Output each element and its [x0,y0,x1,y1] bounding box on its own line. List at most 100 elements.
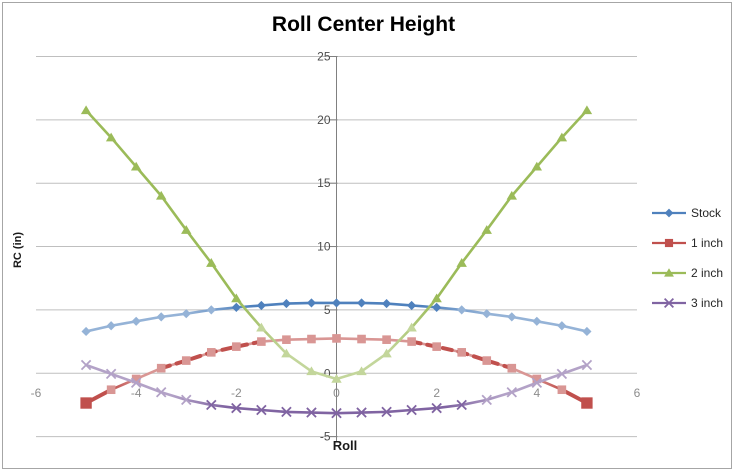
series-stock-marker [131,316,141,326]
legend: Stock 1 inch 2 inch 3 inch [652,206,723,326]
series-stock-marker [381,298,392,309]
x-tick-label: -4 [131,386,142,400]
series-2-inch-marker [206,258,217,267]
series-stock-marker [81,326,91,337]
series-1-inch-marker [282,335,291,344]
y-tick-label: 5 [324,303,331,317]
series-1-inch-marker [232,342,241,351]
series-stock-marker [306,298,317,308]
series-2-inch-marker [156,190,167,200]
series-2-inch-marker [456,258,467,267]
series-stock-marker [106,321,116,331]
series-3-inch-marker [206,399,217,411]
series-1-inch-marker [80,397,92,409]
series-1-inch-marker [482,356,492,365]
x-tick-label: -2 [231,386,242,400]
series-stock-marker [482,309,492,319]
series-2-inch-marker [281,348,292,358]
series-3-inch-marker [281,406,292,418]
x-tick-label: -6 [31,386,42,400]
legend-label-stock: Stock [691,206,722,220]
legend-item-2-inch: 2 inch [652,266,723,280]
legend-label-1-inch: 1 inch [691,236,724,250]
series-stock-marker [457,305,467,315]
series-2-inch-marker [356,366,367,376]
series-3-inch-marker [556,368,568,380]
series-2-inch-marker [531,161,543,171]
series-2-inch-marker [130,161,142,171]
series-1-inch-marker [557,385,567,395]
series-stock-marker [281,298,292,309]
series-3-inch-marker [331,407,342,419]
series-1-inch-marker [257,337,266,346]
series-3-inch-marker [431,402,442,414]
legend-marker-3-inch [663,297,675,309]
series-1-inch-marker [156,363,166,373]
series-1-inch-marker [432,342,441,351]
series-stock-marker [231,302,241,312]
series-1-inch-marker [457,348,467,357]
x-axis-title: Roll [332,438,358,453]
series-stock-marker [156,312,166,322]
series-1-inch-marker [407,337,416,346]
series-1-inch-marker [357,334,366,344]
legend-swatch-stock [652,208,686,218]
series-3-inch-marker [105,368,117,380]
series-1-inch-marker [206,348,216,357]
series-2-inch-marker [181,225,192,234]
chart-title: Roll Center Height [271,13,456,36]
legend-label-2-inch: 2 inch [691,266,724,280]
series-1-inch-marker [581,397,593,409]
y-tick-label: 25 [317,50,331,64]
series-1-inch-marker [332,334,341,343]
y-tick-label: -5 [320,430,331,444]
series-1-inch-marker [131,374,141,384]
series-1-inch-marker [307,334,316,344]
x-tick-label: 6 [634,386,641,400]
series-2-inch-marker [105,132,117,142]
series-stock-marker [206,305,216,315]
x-tick-label: 2 [433,386,440,400]
series-stock-marker [582,326,592,337]
series-stock-marker [181,309,191,319]
series-3-inch-marker [581,359,593,371]
legend-item-3-inch: 3 inch [652,296,723,310]
series-2-inch-marker [231,293,242,303]
series-1-inch-marker [106,385,116,395]
series-2-inch-marker [256,322,267,332]
series-2-inch-marker [406,322,417,332]
series-stock-marker [532,316,542,326]
series-3-inch-marker [506,387,518,398]
series-3-inch-marker [381,406,392,418]
series-2-inch-marker [331,373,342,383]
series-stock-marker [256,300,266,311]
legend-swatch-2-inch [652,268,686,277]
series-3-inch-marker [80,359,92,371]
series-stock-marker [407,300,417,311]
series-2-inch-marker [381,348,392,358]
series-stock-marker [557,321,567,331]
series-2-inch-marker [431,293,442,303]
legend-marker-1-inch [664,238,674,248]
chart-frame [2,2,732,469]
series-1-inch-marker [507,363,517,373]
series-3-inch-marker [531,377,543,388]
series-2-inch-marker [306,366,317,376]
series-3-inch-marker [456,399,467,411]
series-2-inch-marker [581,105,593,115]
series-3-inch-marker [256,404,267,416]
series-3-inch-marker [231,402,242,414]
legend-item-1-inch: 1 inch [652,236,723,250]
series-3-inch-marker [406,404,417,416]
series-1-inch-marker [532,374,542,384]
series-3-inch-marker [181,394,192,406]
series-1-inch-marker [181,356,191,365]
y-tick-label: 20 [317,113,331,127]
series-stock-marker [432,302,442,312]
series-1-inch-marker [382,335,391,344]
series-3-inch-marker [155,387,167,398]
y-tick-label: 10 [317,240,331,254]
y-axis-title: RC (in) [12,231,24,269]
series-2-inch-marker [80,105,92,115]
